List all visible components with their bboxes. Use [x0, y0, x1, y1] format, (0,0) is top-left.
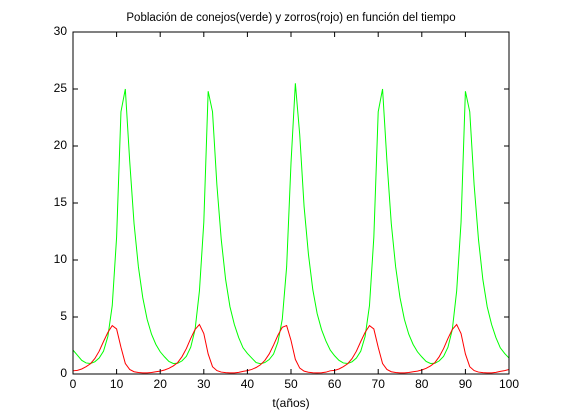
y-tick-label: 10 — [54, 252, 68, 266]
x-tick-label: 30 — [197, 377, 211, 391]
series-line — [72, 323, 510, 374]
x-tick-label: 20 — [154, 377, 168, 391]
x-tick-label: 50 — [284, 377, 298, 391]
y-tick-label: 30 — [54, 24, 68, 38]
x-tick-label: 0 — [70, 377, 77, 391]
x-tick-label: 100 — [499, 377, 519, 391]
chart-title: Población de conejos(verde) y zorros(roj… — [126, 12, 455, 24]
x-tick-label: 70 — [372, 377, 386, 391]
x-tick-label: 80 — [415, 377, 429, 391]
x-tick-label: 60 — [328, 377, 342, 391]
x-tick-label: 10 — [110, 377, 124, 391]
y-tick-label: 20 — [54, 138, 68, 152]
x-axis-label: t(años) — [272, 396, 309, 410]
y-tick-label: 0 — [60, 366, 67, 380]
y-tick-label: 5 — [60, 309, 67, 323]
y-tick-label: 25 — [54, 81, 68, 95]
x-tick-label: 90 — [459, 377, 473, 391]
x-tick-label: 40 — [241, 377, 255, 391]
series-line — [72, 83, 510, 365]
y-tick-label: 15 — [54, 195, 68, 209]
